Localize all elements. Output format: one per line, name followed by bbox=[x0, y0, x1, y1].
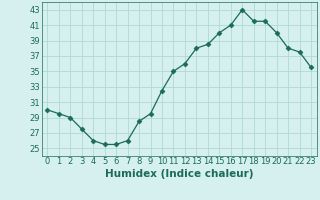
X-axis label: Humidex (Indice chaleur): Humidex (Indice chaleur) bbox=[105, 169, 253, 179]
